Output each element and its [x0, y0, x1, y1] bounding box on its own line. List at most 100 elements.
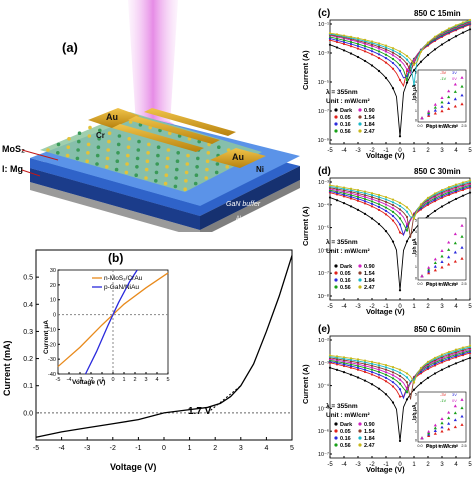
- lattice-atom: [126, 153, 130, 158]
- c-plot-inset-point: [453, 97, 457, 101]
- c-plot-point: [412, 63, 416, 66]
- d-plot-point: [398, 204, 402, 208]
- e-plot-inset-point: [440, 417, 444, 421]
- d-plot-point: [349, 197, 353, 200]
- d-plot-inset-point: [420, 274, 424, 278]
- c-plot-inset-ytick-label: 3: [415, 90, 417, 94]
- c-plot-point: [433, 35, 437, 38]
- e-plot-point: [391, 401, 395, 404]
- e-plot-legend-label: 0.90: [364, 422, 375, 428]
- e-plot-point: [384, 363, 388, 367]
- e-plot-point: [356, 376, 360, 379]
- d-plot-legend-marker: [334, 264, 338, 268]
- e-plot-point: [377, 376, 381, 379]
- d-plot-point: [405, 215, 409, 219]
- lattice-atom: [76, 148, 80, 152]
- d-plot-ytick-label: 10⁻⁴: [318, 202, 330, 209]
- b-ytick-label: 0.2: [23, 356, 33, 363]
- e-plot-point: [328, 354, 332, 357]
- c-plot-point: [398, 135, 402, 138]
- lattice-atom: [137, 139, 141, 144]
- label-mg: l: Mg: [2, 164, 23, 174]
- e-plot-inset-point: [427, 430, 431, 433]
- c-plot-point: [377, 45, 381, 48]
- lattice-atom: [138, 123, 143, 127]
- d-plot-point: [356, 208, 360, 211]
- panel-e-inset-legend-3: -1V: [440, 398, 447, 403]
- d-plot-point: [384, 206, 388, 209]
- c-plot-point: [377, 47, 381, 50]
- lattice-atom: [165, 165, 169, 169]
- e-plot-point: [398, 371, 402, 374]
- c-plot-point: [412, 59, 416, 62]
- c-plot-xtick-label: -2: [369, 148, 375, 154]
- c-plot-point: [377, 69, 381, 73]
- e-plot-point: [349, 361, 353, 364]
- b-ytick-label: 0.0: [23, 410, 33, 417]
- d-plot-inset-point: [433, 268, 437, 272]
- c-plot-point: [370, 64, 374, 67]
- lattice-atom: [135, 165, 139, 169]
- d-plot-inset-point: [447, 262, 451, 266]
- b-inset-xtick-label: -3: [78, 377, 83, 383]
- e-plot-point: [356, 364, 360, 368]
- lattice-atom: [96, 145, 101, 149]
- e-plot-point: [377, 368, 381, 371]
- d-plot-inset-point: [447, 255, 451, 259]
- c-plot-inset-point: [433, 111, 437, 115]
- panel-e-title: 850 C 60min: [414, 325, 461, 334]
- d-plot-inset-point: [427, 267, 431, 271]
- lattice-atom: [77, 131, 82, 135]
- e-plot-point: [363, 361, 367, 364]
- c-plot-xtick-label: 1: [412, 148, 416, 154]
- c-plot-point: [391, 61, 395, 65]
- electrode-label-ni: Ni: [256, 165, 264, 174]
- d-plot-inset-point: [440, 265, 444, 269]
- d-plot-point: [349, 195, 353, 198]
- c-plot-inset-ytick-label: 2: [415, 99, 417, 103]
- c-plot-point: [370, 50, 374, 53]
- d-plot-point: [342, 186, 346, 189]
- e-plot-inset-point: [440, 425, 444, 429]
- lattice-atom: [147, 142, 151, 147]
- d-plot-inset-point: [453, 250, 457, 254]
- e-plot-point: [370, 364, 374, 367]
- panel-d-title: 850 C 30min: [414, 167, 461, 176]
- e-plot-point: [335, 355, 339, 358]
- c-plot-point: [391, 57, 395, 61]
- b-inset-xtick-label: 4: [155, 377, 158, 383]
- c-plot-inset-point: [427, 114, 431, 117]
- e-plot-point: [377, 373, 381, 376]
- e-plot-point: [461, 359, 465, 362]
- lattice-atom: [124, 170, 129, 175]
- b-inset-xtick-label: 0: [111, 377, 114, 383]
- e-plot-inset-point: [453, 425, 457, 429]
- d-plot-point: [384, 200, 388, 204]
- e-plot-inset-point: [447, 416, 451, 420]
- lattice-atom: [116, 151, 120, 155]
- d-plot-xtick-label: -5: [327, 304, 333, 310]
- c-plot-inset-point: [440, 105, 444, 108]
- c-plot-legend-label: 0.16: [340, 122, 351, 128]
- d-plot-point: [349, 189, 353, 192]
- d-plot-ytick-label: 10⁻⁵: [318, 225, 329, 232]
- panel-d-unit: Unit : mW/cm²: [326, 248, 371, 255]
- lattice-atom: [95, 153, 100, 158]
- lattice-atom: [175, 167, 179, 172]
- d-plot-point: [328, 184, 332, 187]
- d-plot-point: [370, 198, 374, 201]
- d-plot-point: [377, 196, 381, 199]
- e-plot-inset-point: [453, 411, 457, 415]
- d-plot-point: [440, 205, 444, 208]
- d-plot-point: [405, 229, 409, 232]
- e-plot-point: [384, 373, 388, 376]
- e-plot-point: [349, 360, 353, 363]
- panel-c-label: (c): [318, 8, 330, 19]
- panel-c-inset-legend-3: -1V: [440, 76, 447, 81]
- c-plot-point: [398, 69, 402, 72]
- e-plot-legend-marker: [358, 436, 362, 440]
- c-plot-legend-label: 1.54: [364, 115, 376, 121]
- c-plot-point: [405, 58, 409, 61]
- d-plot-point: [398, 217, 402, 220]
- lattice-atom: [158, 128, 162, 133]
